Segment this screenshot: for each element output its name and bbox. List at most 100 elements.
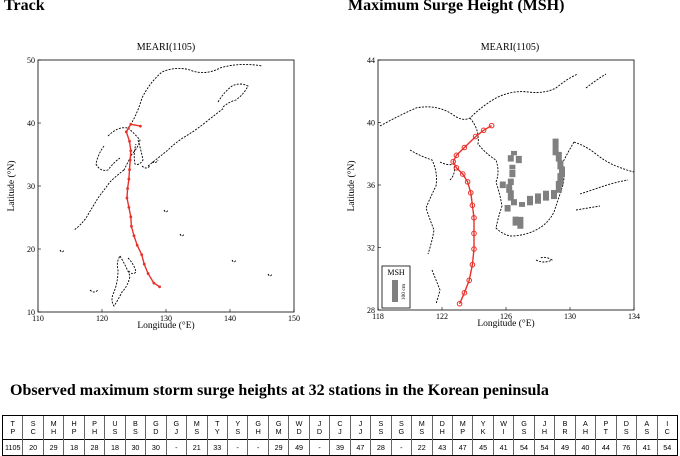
surge-bar [499,181,506,189]
surge-value-cell: 29 [267,439,289,456]
track-point [480,127,487,134]
surge-value-cell: 30 [145,439,167,456]
track-point [146,272,150,275]
surge-bar [552,138,559,156]
surge-value-cell: 54 [513,439,535,456]
surge-bar [507,155,514,162]
msh-legend-scale: 100 cm [401,283,407,300]
surge-bar [557,173,564,185]
y-tick-label: 36 [367,181,375,190]
surge-value-cell: - [226,439,248,456]
surge-value-cell: 45 [472,439,494,456]
surge-bar [507,190,514,201]
track-map-coastline [59,63,273,307]
track-point [453,165,460,171]
msh-map-x-axis: 118 122 126 130 134 [372,307,640,321]
track-point [128,139,131,143]
x-tick-label: 140 [224,314,236,323]
surge-value-cell: 22 [411,439,433,456]
track-points [124,122,162,289]
track-map-frame [37,59,295,313]
y-tick-label: 44 [367,56,375,65]
y-tick-label: 20 [27,245,35,254]
track-map-x-label: Longitude (°E) [137,320,194,330]
track-point [152,281,156,285]
track-point [129,215,133,219]
surge-bar [507,178,514,185]
track-point [469,202,476,209]
surge-value-cell: 49 [554,439,576,456]
surge-value-cell: - [390,439,412,456]
surge-bar [555,151,562,162]
msh-map-y-axis: 28 32 36 40 44 [367,56,381,315]
table-heading: Observed maximum storm surge heights at … [10,382,549,399]
surge-value-cell: 54 [656,439,678,456]
track-point [129,122,133,126]
surge-bar [559,166,565,178]
surge-bar [506,184,513,193]
track-point [127,177,131,181]
track-map-x-axis: 110 120 130 140 150 [32,309,300,323]
track-point [132,234,136,238]
y-tick-label: 28 [367,306,375,315]
track-point [488,122,495,129]
x-tick-label: 130 [564,312,576,321]
msh-track-line [452,124,492,305]
surge-bar [551,190,557,200]
track-point [468,190,474,196]
msh-map-y-label: Latitude (°N) [346,160,357,211]
surge-value-cell: 41 [492,439,514,456]
track-point [461,144,468,151]
surge-value-cell: 40 [574,439,596,456]
surge-value-cell: 21 [186,439,208,456]
surge-value-cell: 29 [42,439,64,456]
track-path-line [125,123,160,288]
surge-value-cell: 33 [206,439,228,456]
surge-value-cell: 18 [63,439,85,456]
y-tick-label: 50 [27,56,35,65]
surge-value-cell: 44 [595,439,617,456]
x-tick-label: 120 [96,314,108,323]
msh-legend-bar [392,280,398,302]
surge-bar [535,193,541,204]
track-point [158,285,162,289]
surge-bar [543,190,549,201]
surge-value-cell: 76 [615,439,637,456]
track-point [471,230,477,237]
x-tick-label: 126 [500,312,512,321]
track-point [125,196,129,200]
track-point [142,262,146,266]
track-point [469,261,476,268]
surge-value-cell: - [165,439,187,456]
track-heading: Track [4,0,45,14]
msh-heading: Maximum Surge Height (MSH) [348,0,565,14]
track-point [126,187,129,190]
surge-value-cell: 54 [533,439,555,456]
msh-map-title: MEARI(1105) [481,42,540,53]
surge-bar [517,216,524,229]
track-point [472,133,479,140]
surge-bar [504,204,511,212]
y-tick-label: 10 [27,308,35,317]
x-tick-label: 110 [32,314,44,323]
surge-value-cell: 47 [451,439,473,456]
surge-value-cell: 49 [288,439,310,456]
surge-bar [519,202,525,207]
